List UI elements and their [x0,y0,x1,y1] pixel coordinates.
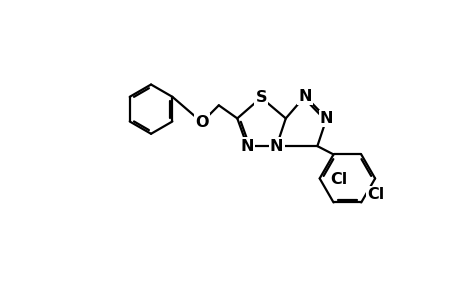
Text: N: N [269,139,283,154]
Text: O: O [195,115,208,130]
Text: Cl: Cl [330,172,347,188]
Text: Cl: Cl [367,187,384,202]
Text: S: S [255,90,266,105]
Text: N: N [240,139,253,154]
Text: N: N [297,88,311,104]
Text: N: N [319,111,333,126]
